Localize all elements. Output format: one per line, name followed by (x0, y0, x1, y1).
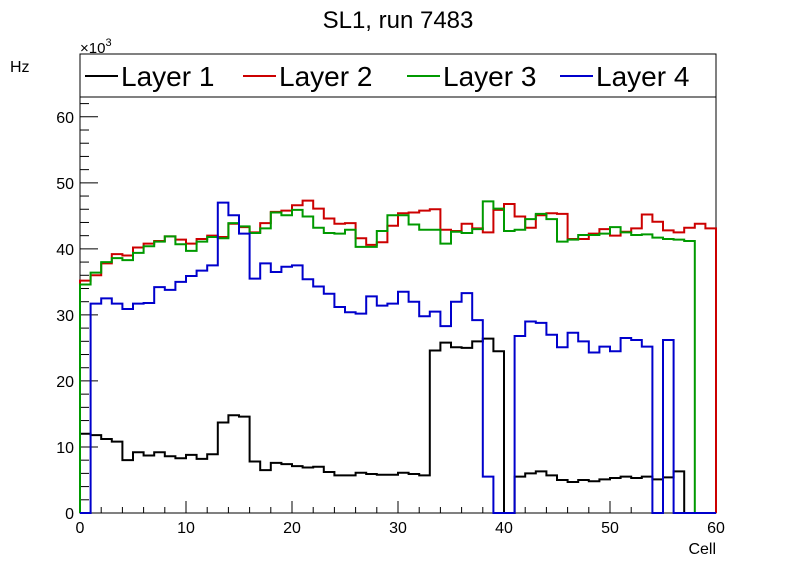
series-line-layer-3 (79, 200, 716, 514)
legend-label-layer-4: Layer 4 (596, 61, 689, 92)
axis-ticks: 0 10 20 30 40 50 60 0 10 20 30 40 50 60 (56, 103, 725, 537)
y-tick-label: 30 (56, 308, 74, 325)
series-line-layer-2 (79, 199, 717, 513)
y-tick-label: 50 (56, 176, 74, 193)
y-tick-label: 0 (65, 506, 74, 523)
y-axis-exponent: ×103 (80, 37, 112, 57)
plot-frame (79, 96, 717, 514)
legend-box (79, 53, 717, 98)
legend-label-layer-1: Layer 1 (121, 61, 214, 92)
x-tick-label: 20 (283, 520, 301, 537)
y-tick-label: 10 (56, 440, 74, 457)
x-tick-label: 60 (707, 520, 725, 537)
legend-label-layer-3: Layer 3 (443, 61, 536, 92)
y-tick-label: 60 (56, 110, 74, 127)
y-tick-label: 20 (56, 374, 74, 391)
y-axis-label: Hz (10, 59, 30, 76)
x-tick-label: 50 (601, 520, 619, 537)
series-group (79, 199, 717, 514)
x-tick-label: 40 (495, 520, 513, 537)
series-line-layer-4 (80, 201, 716, 514)
x-tick-label: 30 (389, 520, 407, 537)
chart-title: SL1, run 7483 (323, 7, 474, 34)
y-tick-label: 40 (56, 242, 74, 259)
legend: Layer 1 Layer 2 Layer 3 Layer 4 (79, 53, 717, 98)
plot-area-border (79, 96, 717, 514)
x-tick-label: 10 (177, 520, 195, 537)
x-axis-label: Cell (688, 541, 716, 558)
series-line-layer-1 (79, 337, 716, 514)
x-tick-label: 0 (76, 520, 85, 537)
legend-label-layer-2: Layer 2 (279, 61, 372, 92)
